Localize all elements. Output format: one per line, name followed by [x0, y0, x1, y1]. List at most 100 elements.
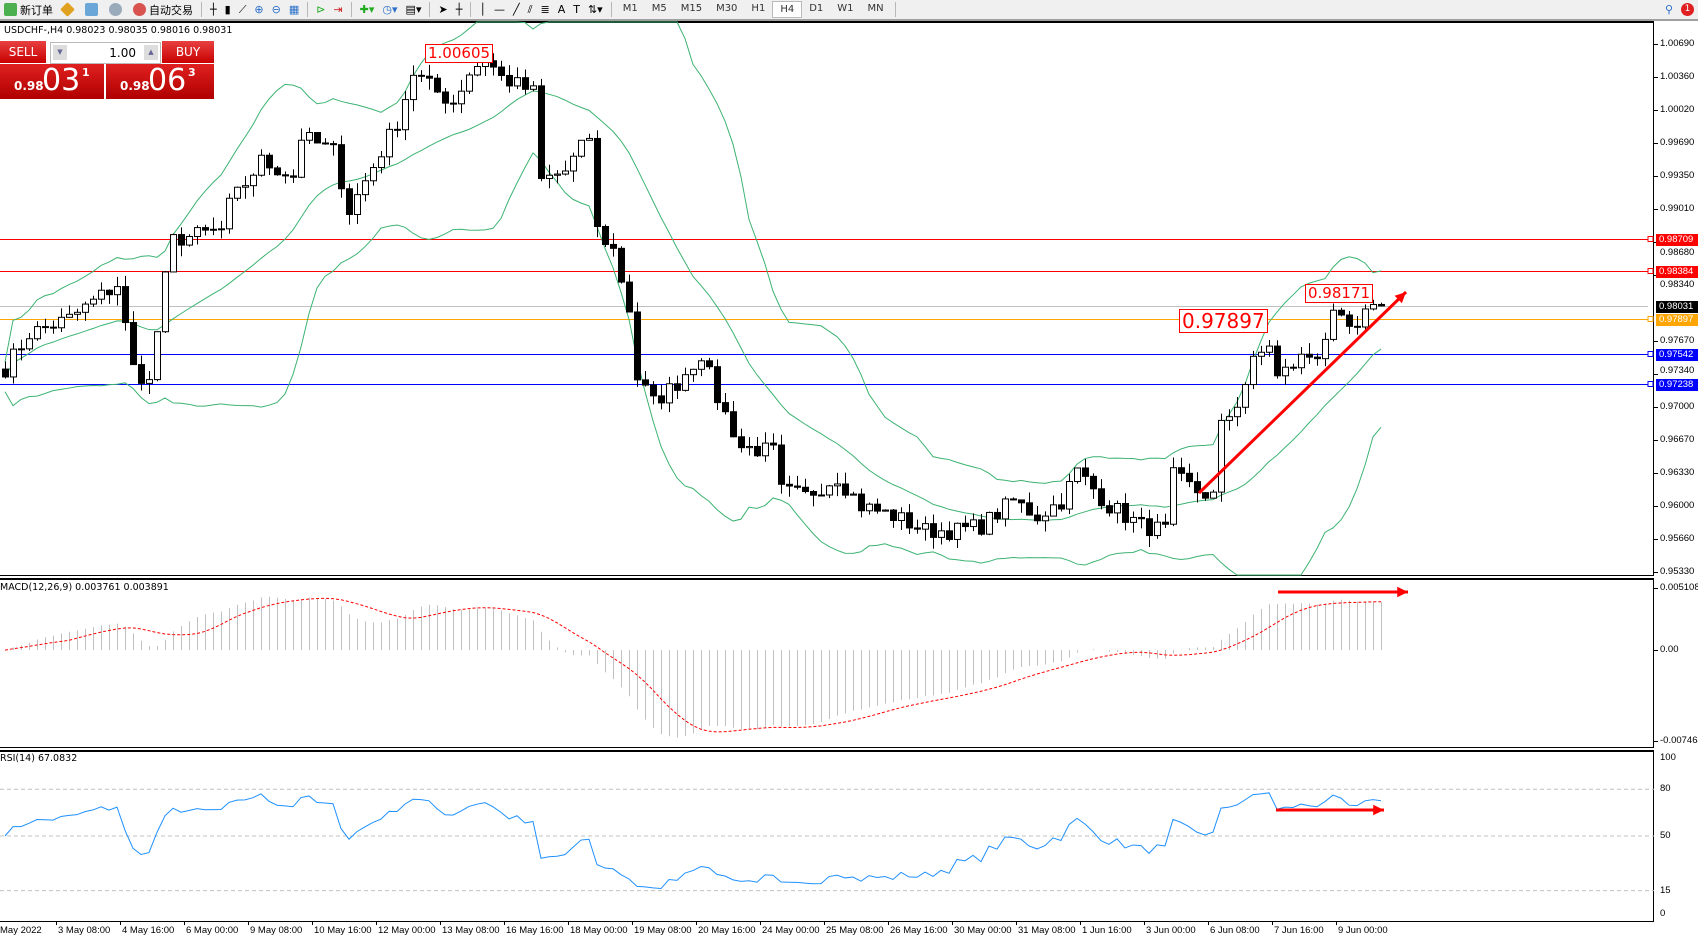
new-order-button[interactable]: 新订单	[0, 1, 57, 18]
candle-chart-button[interactable]: ▮	[221, 1, 235, 18]
cursor-button[interactable]: ➤	[434, 1, 451, 18]
bearish-candle	[1082, 467, 1089, 477]
bullish-candle	[386, 128, 393, 158]
sell-price[interactable]: 0.98 03 1	[0, 63, 104, 99]
zoom-in-button[interactable]: ⊕	[250, 1, 267, 18]
search-button[interactable]: ⚲	[1661, 1, 1677, 18]
buy-price[interactable]: 0.98 06 3	[106, 63, 214, 99]
bullish-candle	[82, 303, 89, 313]
text-label-button[interactable]: T	[569, 1, 584, 18]
bearish-candle	[1146, 518, 1153, 537]
price-axis-label: 1.00690	[1660, 38, 1695, 49]
periods-button[interactable]: ◷▾	[378, 1, 401, 18]
zoom-out-button[interactable]: ⊖	[268, 1, 285, 18]
bearish-candle	[1034, 514, 1041, 522]
bearish-candle	[122, 286, 129, 324]
bollinger-middle-band	[4, 90, 1382, 522]
vertical-line-button[interactable]: │	[475, 1, 490, 18]
rsi-label: RSI(14) 67.0832	[0, 753, 78, 764]
clock-icon: ◷▾	[382, 3, 398, 16]
timeframe-w1[interactable]: W1	[837, 3, 854, 14]
bullish-candle	[1322, 338, 1329, 360]
timeframe-d1[interactable]: D1	[809, 3, 824, 14]
timeframe-m1[interactable]: M1	[622, 3, 638, 14]
bar-chart-button[interactable]: ┼	[206, 1, 221, 18]
bearish-candle	[498, 66, 505, 76]
time-axis-label: 25 May 08:00	[826, 925, 884, 936]
fibonacci-button[interactable]: ≣	[536, 1, 553, 18]
main-chart-pane[interactable]	[0, 21, 1654, 576]
separator	[470, 2, 472, 17]
time-axis-tick	[56, 921, 57, 925]
indicators-button[interactable]: ✚▾	[356, 1, 379, 18]
bearish-candle	[634, 311, 641, 381]
price-axis-label: 0.97000	[1660, 401, 1695, 413]
signals-button[interactable]	[105, 1, 129, 18]
bearish-candle	[738, 436, 745, 449]
buy-button[interactable]: BUY	[162, 41, 214, 63]
bearish-candle	[858, 493, 865, 512]
bullish-candle	[210, 228, 217, 231]
time-axis-label: 7 Jun 16:00	[1274, 925, 1324, 936]
decrease-lot-icon[interactable]: ▼	[53, 45, 67, 60]
timeframe-mn[interactable]: MN	[867, 3, 884, 14]
timeframe-m5[interactable]: M5	[651, 3, 667, 14]
horizontal-line-button[interactable]: —	[490, 1, 509, 18]
price-axis-label: 1.00360	[1660, 70, 1695, 82]
sell-button[interactable]: SELL	[0, 41, 46, 63]
channel-button[interactable]: ⫽	[524, 1, 537, 18]
macd-arrow-head	[1397, 586, 1408, 598]
level-handle	[1647, 381, 1654, 387]
lot-size-value[interactable]: 1.00	[109, 46, 136, 60]
bearish-candle	[714, 366, 721, 404]
chart-shift-button[interactable]: ⇥	[329, 1, 346, 18]
level-price-label: 0.98384	[1656, 265, 1698, 278]
bullish-candle	[530, 85, 537, 90]
bearish-candle	[754, 445, 761, 457]
terminal-button[interactable]	[81, 1, 105, 18]
bearish-candle	[594, 137, 601, 227]
macd-pane[interactable]	[0, 578, 1654, 748]
notifications-button[interactable]: 1	[1677, 1, 1698, 18]
symbol-info: USDCHF-,H4 0.98023 0.98035 0.98016 0.980…	[4, 25, 233, 36]
cursor-icon: ➤	[438, 3, 448, 16]
text-button[interactable]: A	[554, 1, 570, 18]
bearish-candle	[906, 512, 913, 529]
time-axis-label: 12 May 00:00	[378, 925, 436, 936]
price-axis-label: 0.98680	[1660, 247, 1695, 258]
autoscroll-button[interactable]: ⊳	[312, 1, 329, 18]
sell-price-pips: 03	[42, 63, 81, 98]
level-price-label: 0.98031	[1656, 300, 1698, 313]
bearish-candle	[490, 60, 497, 68]
bullish-candle	[1250, 355, 1257, 386]
timeframe-m15[interactable]: M15	[680, 3, 703, 14]
bullish-candle	[1114, 502, 1121, 514]
increase-lot-icon[interactable]: ▲	[144, 45, 158, 60]
bearish-candle	[674, 383, 681, 391]
price-axis-label: 0.98340	[1660, 279, 1695, 291]
price-axis-tick	[1654, 76, 1658, 78]
bearish-candle	[1106, 505, 1113, 514]
arrows-button[interactable]: ⇅▾	[584, 1, 607, 18]
templates-button[interactable]: ▤▾	[402, 1, 426, 18]
time-axis-label: 20 May 16:00	[698, 925, 756, 936]
trendline-button[interactable]: ╱	[509, 1, 524, 18]
tile-windows-button[interactable]: ▦	[285, 1, 303, 18]
timeframe-m30[interactable]: M30	[716, 3, 738, 14]
price-axis-tick	[1654, 506, 1658, 507]
zoom-in-icon: ⊕	[254, 3, 264, 16]
bearish-candle	[722, 402, 729, 413]
auto-trading-button[interactable]: 自动交易	[129, 1, 197, 18]
timeframe-h4[interactable]: H4	[772, 1, 803, 18]
bearish-candle	[794, 485, 801, 488]
rsi-axis-label: 15	[1660, 884, 1671, 896]
bearish-candle	[770, 442, 777, 446]
timeframe-h1[interactable]: H1	[751, 3, 766, 14]
buy-price-pips: 06	[148, 63, 187, 98]
crosshair-button[interactable]: ┼	[452, 1, 467, 18]
time-axis-tick	[1272, 921, 1273, 925]
line-chart-button[interactable]: ⟋	[235, 1, 251, 18]
bearish-candle	[962, 522, 969, 528]
chart-canvas[interactable]	[0, 0, 1654, 921]
lot-size-stepper[interactable]: ▼ 1.00 ▲	[50, 42, 161, 64]
